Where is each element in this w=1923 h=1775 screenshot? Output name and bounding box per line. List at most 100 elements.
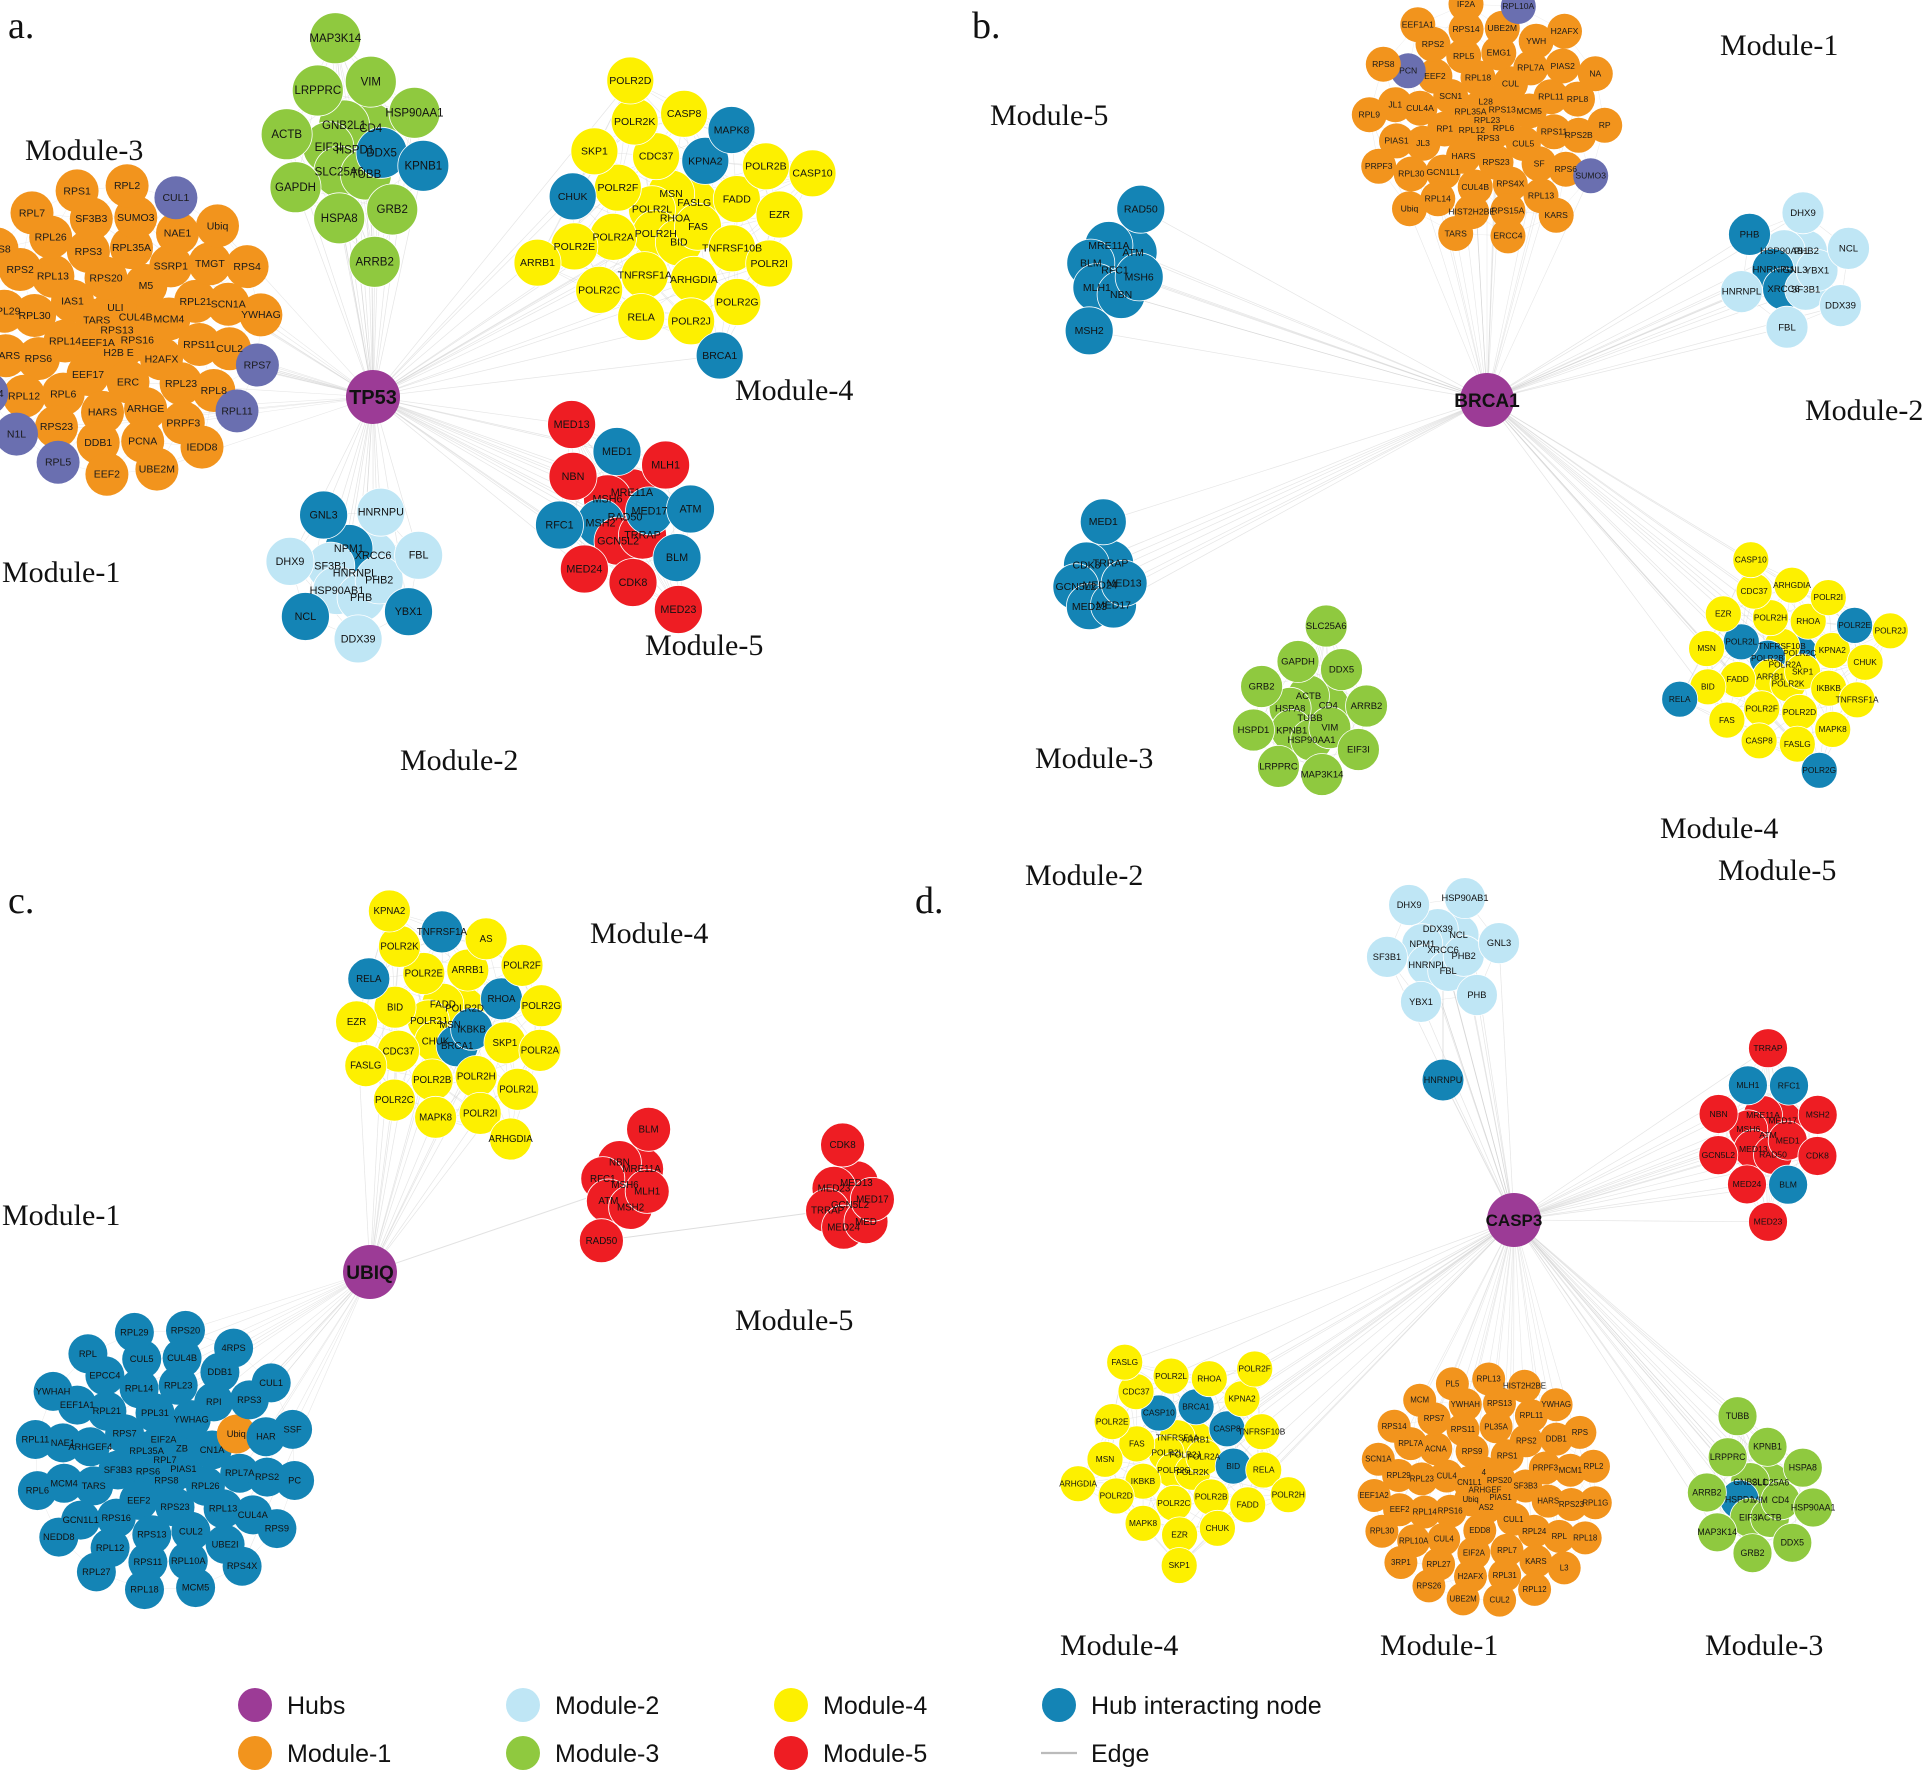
svg-text:N1L: N1L <box>7 428 26 440</box>
svg-text:RP1: RP1 <box>1436 124 1453 134</box>
svg-text:FBL: FBL <box>1440 966 1457 976</box>
svg-text:POLR2G: POLR2G <box>522 1001 561 1012</box>
svg-text:BLM: BLM <box>666 552 688 564</box>
svg-text:CASP10: CASP10 <box>792 168 832 180</box>
svg-text:HSPD1: HSPD1 <box>1238 725 1270 736</box>
svg-text:RPL9: RPL9 <box>1359 110 1381 120</box>
svg-text:NBN: NBN <box>562 471 585 483</box>
svg-text:TNFRSF1A: TNFRSF1A <box>1836 695 1879 705</box>
svg-text:RFC1: RFC1 <box>545 520 573 532</box>
svg-text:FBL: FBL <box>1778 322 1796 333</box>
svg-text:ARRB2: ARRB2 <box>1351 701 1383 712</box>
svg-text:RPS8: RPS8 <box>0 243 11 255</box>
svg-text:PHB: PHB <box>350 592 372 604</box>
svg-text:FADD: FADD <box>1237 1500 1259 1510</box>
svg-text:ARHGDIA: ARHGDIA <box>1773 580 1811 590</box>
svg-text:POLR2I: POLR2I <box>463 1109 497 1120</box>
svg-text:MED: MED <box>855 1217 877 1228</box>
svg-text:HARS: HARS <box>88 407 117 419</box>
svg-text:GAPDH: GAPDH <box>275 182 316 194</box>
svg-text:BLM: BLM <box>639 1124 659 1135</box>
svg-text:RPL18: RPL18 <box>1465 73 1491 83</box>
svg-text:ARHGE: ARHGE <box>127 403 164 415</box>
svg-text:ACTB: ACTB <box>271 129 302 141</box>
svg-text:RFC1: RFC1 <box>590 1174 616 1185</box>
svg-text:POLR2J: POLR2J <box>410 1016 447 1027</box>
svg-text:LRPPRC: LRPPRC <box>294 85 341 97</box>
svg-text:MSH6: MSH6 <box>593 493 623 505</box>
svg-text:RPL6: RPL6 <box>26 1486 49 1496</box>
svg-text:FADD: FADD <box>1727 674 1749 684</box>
svg-text:POLR2L: POLR2L <box>632 204 672 216</box>
svg-text:RPS4X: RPS4X <box>1496 179 1524 189</box>
svg-text:DDX5: DDX5 <box>1781 1538 1805 1548</box>
svg-text:RPS26: RPS26 <box>1416 1581 1442 1590</box>
svg-text:RPL6: RPL6 <box>50 388 76 400</box>
svg-text:MSH6: MSH6 <box>1736 1124 1760 1134</box>
svg-text:EEF1A1: EEF1A1 <box>60 1400 95 1410</box>
svg-text:MED23: MED23 <box>1754 1217 1783 1227</box>
svg-text:RPS6: RPS6 <box>25 353 53 365</box>
svg-text:AS2: AS2 <box>1479 1503 1494 1512</box>
svg-text:GNB2L1: GNB2L1 <box>1733 1477 1767 1487</box>
svg-text:TNFRSF10B: TNFRSF10B <box>1758 641 1806 651</box>
svg-text:TNFRSF10B: TNFRSF10B <box>702 243 762 255</box>
svg-text:EZR: EZR <box>769 209 790 221</box>
svg-text:RPL12: RPL12 <box>96 1543 124 1553</box>
svg-text:MCM1: MCM1 <box>1559 1466 1582 1475</box>
svg-text:RPL30: RPL30 <box>1370 1527 1395 1536</box>
svg-text:CUL1: CUL1 <box>259 1378 283 1388</box>
svg-text:POLR2F: POLR2F <box>597 182 638 194</box>
svg-text:RHOA: RHOA <box>1197 1373 1221 1383</box>
svg-text:HARS: HARS <box>1452 151 1476 161</box>
svg-text:RPL7: RPL7 <box>19 207 45 219</box>
svg-text:MED17: MED17 <box>856 1195 889 1206</box>
svg-text:IKBKB: IKBKB <box>457 1024 486 1035</box>
svg-text:Module-4: Module-4 <box>735 374 853 407</box>
svg-text:SF3B3: SF3B3 <box>104 1465 132 1475</box>
svg-text:KPNA2: KPNA2 <box>1819 645 1847 655</box>
svg-text:GCN5L2: GCN5L2 <box>1055 581 1096 593</box>
svg-text:SSRP1: SSRP1 <box>154 260 189 272</box>
svg-text:CUL4B: CUL4B <box>119 312 153 324</box>
svg-text:POLR2B: POLR2B <box>1751 653 1784 663</box>
svg-text:MLH1: MLH1 <box>1736 1080 1759 1090</box>
svg-text:POLR2G: POLR2G <box>1802 765 1836 775</box>
svg-text:MSN: MSN <box>659 188 682 200</box>
svg-text:PL5: PL5 <box>1445 1379 1460 1388</box>
svg-text:CUL: CUL <box>1502 79 1519 89</box>
svg-text:RPS16: RPS16 <box>1438 1507 1464 1516</box>
svg-text:FAS: FAS <box>1719 715 1735 725</box>
svg-text:DDX39: DDX39 <box>1423 924 1453 934</box>
svg-text:GCN1L1: GCN1L1 <box>1426 167 1460 177</box>
svg-text:YWHAG: YWHAG <box>174 1415 209 1425</box>
svg-text:RPS13: RPS13 <box>1487 1399 1513 1408</box>
svg-text:SF: SF <box>1534 159 1545 169</box>
svg-text:MLH1: MLH1 <box>1083 282 1111 294</box>
svg-text:HSPA8: HSPA8 <box>1789 1463 1817 1473</box>
svg-text:POLR2H: POLR2H <box>1272 1489 1305 1499</box>
svg-text:EIF3I: EIF3I <box>315 142 342 154</box>
svg-text:TNFRSF1A: TNFRSF1A <box>417 927 468 938</box>
svg-text:POLR2A: POLR2A <box>1187 1452 1220 1462</box>
svg-text:CDK8: CDK8 <box>1072 559 1100 571</box>
svg-text:Module-1: Module-1 <box>1720 29 1838 62</box>
svg-text:RPS3: RPS3 <box>75 246 103 258</box>
svg-text:NCL: NCL <box>1839 243 1859 254</box>
svg-text:HSP90AA1: HSP90AA1 <box>1791 1502 1836 1512</box>
svg-text:RPS11: RPS11 <box>134 1557 163 1567</box>
svg-text:POLR2F: POLR2F <box>1746 703 1778 713</box>
svg-text:ARHGDIA: ARHGDIA <box>670 274 718 286</box>
svg-text:RPS11: RPS11 <box>1541 127 1568 137</box>
svg-text:MCM: MCM <box>1410 1396 1429 1405</box>
svg-text:POLR2L: POLR2L <box>1725 636 1757 646</box>
svg-text:CD4: CD4 <box>1772 1495 1790 1505</box>
svg-text:VIM: VIM <box>361 76 381 88</box>
svg-text:SLC25A6: SLC25A6 <box>1306 621 1347 632</box>
svg-text:RP: RP <box>1599 120 1611 130</box>
svg-text:MSN: MSN <box>1697 643 1715 653</box>
svg-text:RPS15A: RPS15A <box>1491 205 1524 215</box>
svg-text:Module-4: Module-4 <box>823 1692 927 1720</box>
svg-text:SF3B3: SF3B3 <box>75 213 107 225</box>
svg-text:RPL26: RPL26 <box>35 231 67 243</box>
